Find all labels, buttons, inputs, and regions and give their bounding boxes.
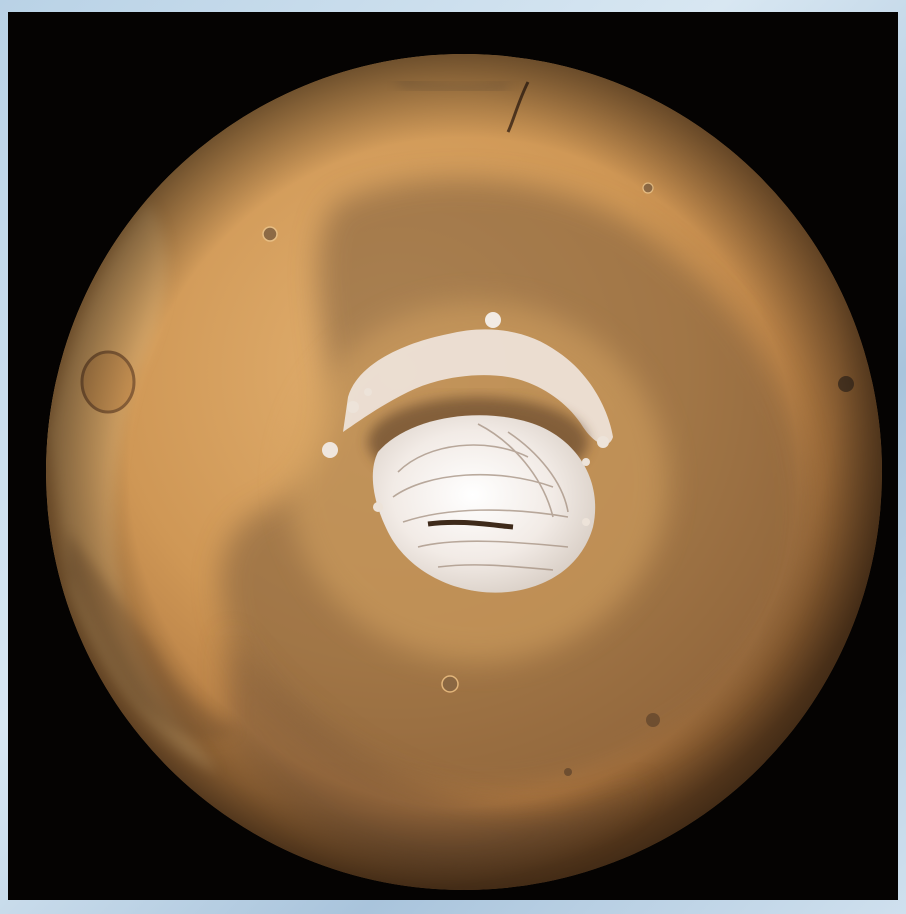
mars-globe — [46, 54, 882, 890]
space-background — [8, 12, 898, 900]
